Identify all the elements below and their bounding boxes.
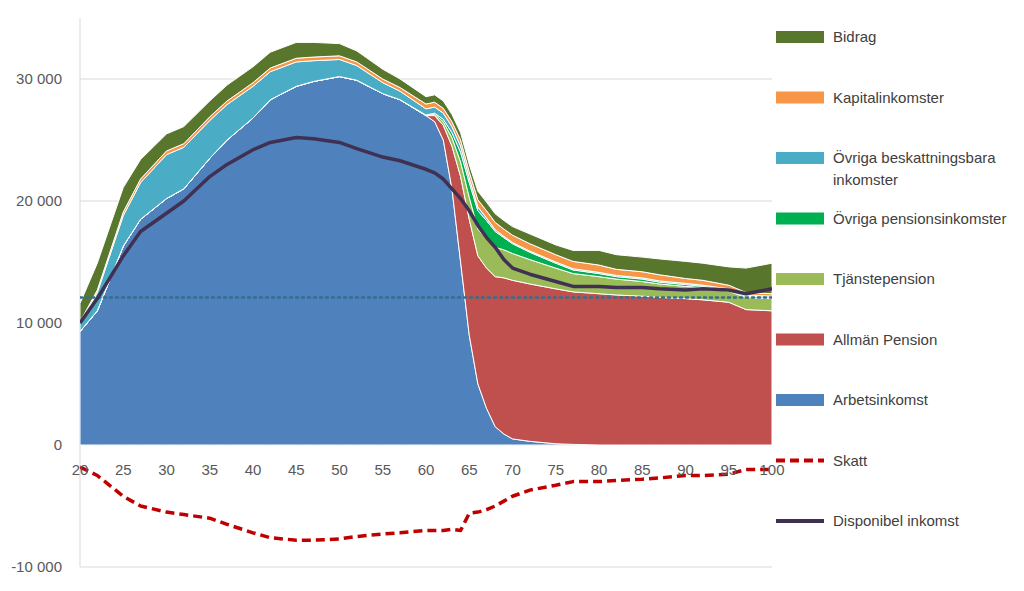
x-tick-label: 45 bbox=[288, 461, 305, 478]
x-tick-label: 50 bbox=[331, 461, 348, 478]
legend-label: Bidrag bbox=[833, 28, 876, 45]
plot-area bbox=[80, 42, 772, 540]
legend-swatch bbox=[776, 92, 824, 104]
y-tick-label: 30 000 bbox=[16, 70, 62, 87]
y-axis-line bbox=[80, 18, 81, 567]
y-tick-label: -10 000 bbox=[11, 558, 62, 575]
x-tick-label: 85 bbox=[634, 461, 651, 478]
grid-line bbox=[80, 567, 772, 568]
chart: -10 000 0 10 000 20 000 30 000 20 25 30 35 40 45 50… bbox=[0, 0, 1024, 591]
x-tick-label: 90 bbox=[677, 461, 694, 478]
x-tick-label: 70 bbox=[504, 461, 521, 478]
legend-swatch bbox=[776, 273, 824, 285]
legend-swatch bbox=[776, 394, 824, 406]
legend-swatch bbox=[776, 152, 824, 164]
legend-swatch bbox=[776, 519, 824, 523]
legend-label: Kapitalinkomster bbox=[833, 89, 944, 106]
grid-line bbox=[80, 79, 772, 80]
legend-swatch bbox=[776, 213, 824, 225]
line bbox=[80, 296, 772, 299]
x-tick-label: 20 bbox=[72, 461, 89, 478]
line bbox=[80, 138, 772, 323]
y-tick-label: 10 000 bbox=[16, 314, 62, 331]
x-tick-label: 60 bbox=[418, 461, 435, 478]
legend-swatch bbox=[776, 31, 824, 43]
legend-label: Arbetsinkomst bbox=[833, 391, 929, 408]
legend-label: Övriga pensionsinkomster bbox=[833, 210, 1006, 227]
legend-swatch bbox=[776, 334, 824, 346]
legend: Bidrag Kapitalinkomster Övriga beskattning… bbox=[776, 28, 1006, 529]
x-tick-label: 25 bbox=[115, 461, 132, 478]
area bbox=[80, 56, 772, 323]
legend-label: Skatt bbox=[833, 452, 868, 469]
x-tick-label: 35 bbox=[201, 461, 218, 478]
x-tick-label: 55 bbox=[374, 461, 391, 478]
x-tick-label: 100 bbox=[759, 461, 784, 478]
x-tick-label: 95 bbox=[720, 461, 737, 478]
y-tick-label: 20 000 bbox=[16, 192, 62, 209]
x-tick-labels: 20 25 30 35 40 45 50 55 60 65 70 75 80 85 90 95 100 bbox=[72, 461, 785, 478]
x-tick-label: 65 bbox=[461, 461, 478, 478]
legend-swatch bbox=[776, 459, 824, 463]
legend-label: Allmän Pension bbox=[833, 331, 937, 348]
x-tick-label: 75 bbox=[547, 461, 564, 478]
area bbox=[80, 42, 772, 321]
x-tick-label: 80 bbox=[591, 461, 608, 478]
y-tick-labels: -10 000 0 10 000 20 000 30 000 bbox=[11, 70, 62, 575]
x-tick-label: 40 bbox=[245, 461, 262, 478]
legend-label: Tjänstepension bbox=[833, 270, 935, 287]
x-tick-label: 30 bbox=[158, 461, 175, 478]
y-tick-label: 0 bbox=[54, 436, 62, 453]
legend-label: Övriga beskattningsbarainkomster bbox=[833, 149, 996, 188]
legend-label: Disponibel inkomst bbox=[833, 512, 960, 529]
